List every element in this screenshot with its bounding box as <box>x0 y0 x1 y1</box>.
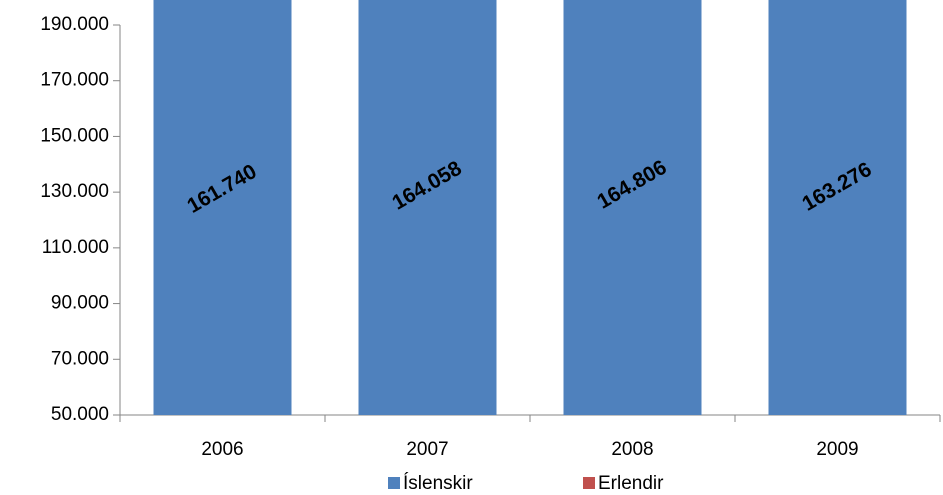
x-tick-label: 2009 <box>816 439 858 460</box>
bar-segment <box>563 0 702 415</box>
bar-segment <box>768 0 907 415</box>
y-tick-label: 70.000 <box>51 348 109 369</box>
y-tick-label: 190.000 <box>40 14 109 35</box>
bar-segment <box>153 0 292 416</box>
x-tick-label: 2006 <box>201 439 243 460</box>
y-tick-label: 90.000 <box>51 293 109 314</box>
x-tick-label: 2007 <box>406 439 448 460</box>
legend-swatch <box>388 477 400 489</box>
y-tick-label: 170.000 <box>40 70 109 91</box>
y-tick-label: 110.000 <box>42 237 109 258</box>
legend-label: Íslenskir <box>403 473 473 494</box>
x-tick-label: 2008 <box>611 439 653 460</box>
legend-swatch <box>583 477 595 489</box>
legend-label: Erlendir <box>598 473 664 494</box>
y-tick-label: 150.000 <box>40 125 109 146</box>
y-tick-label: 50.000 <box>51 404 109 425</box>
y-tick-label: 130.000 <box>40 181 109 202</box>
bar-segment <box>358 0 497 415</box>
